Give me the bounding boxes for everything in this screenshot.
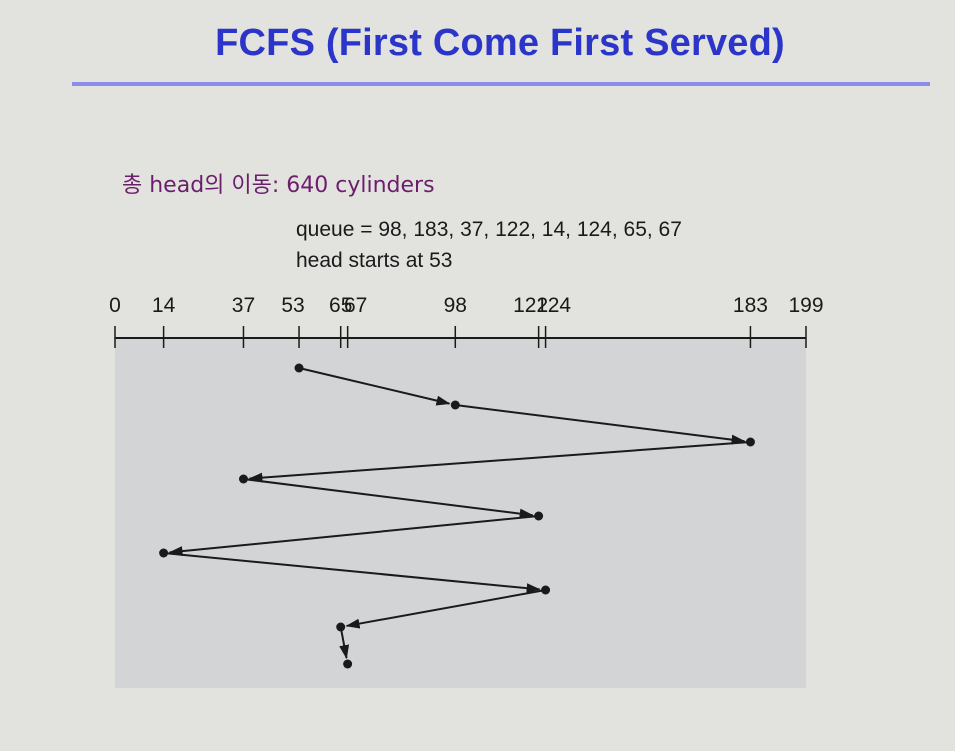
axis-tick-label: 199: [788, 294, 823, 317]
head-movement-arrow: [345, 589, 546, 629]
request-point: [343, 659, 353, 669]
head-movement-arrow: [168, 515, 539, 557]
axis-tick-label: 183: [733, 294, 768, 317]
head-movement-arrow: [339, 626, 350, 660]
total-movement-text: 총 head의 이동: 640 cylinders: [122, 173, 435, 198]
request-point: [294, 363, 304, 373]
request-point: [238, 474, 248, 484]
axis-tick-label: 53: [281, 294, 304, 317]
page-title: FCFS (First Come First Served): [215, 22, 785, 64]
axis-tick-label: 0: [109, 294, 121, 317]
title-divider: [72, 82, 930, 86]
head-movement-arrow: [163, 552, 541, 594]
head-movement-arrow: [298, 367, 451, 406]
axis-tick-label: 122: [513, 294, 548, 317]
axis-tick-label: 37: [232, 294, 255, 317]
axis-tick-label: 98: [444, 294, 467, 317]
head-movement-arrow: [455, 404, 746, 445]
head-movement-arrow: [243, 478, 534, 519]
request-point: [534, 511, 544, 521]
request-point: [745, 437, 755, 447]
axis-tick-label: 124: [536, 294, 571, 317]
request-point: [541, 585, 551, 595]
axis-tick-label: 14: [152, 294, 176, 317]
plot-area: [115, 338, 806, 688]
axis-tick-label: 65: [329, 294, 352, 317]
axis-tick-label: 67: [344, 294, 367, 317]
queue-text: queue = 98, 183, 37, 122, 14, 124, 65, 6…: [296, 218, 682, 241]
request-point: [450, 400, 460, 410]
request-point: [159, 548, 169, 558]
request-point: [336, 622, 346, 632]
head-start-text: head starts at 53: [296, 249, 453, 272]
head-movement-arrow: [248, 441, 751, 483]
